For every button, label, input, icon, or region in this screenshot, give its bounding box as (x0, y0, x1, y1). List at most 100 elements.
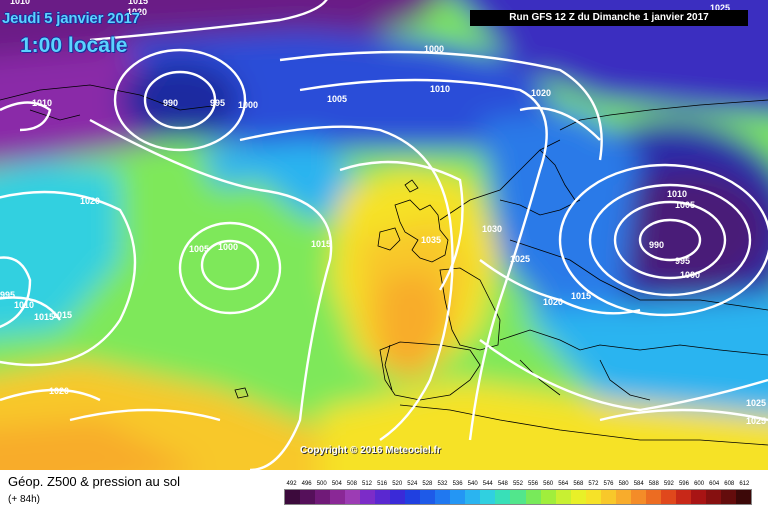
color-scale: 492 496 500 504 508 512 516 520 524 528 532 536 540 5… (284, 480, 752, 505)
scale-swatch (450, 490, 466, 504)
isobar-label: 1025 (746, 416, 766, 426)
scale-label: 544 (482, 481, 493, 487)
scale-swatch (480, 490, 496, 504)
scale-swatch (375, 490, 391, 504)
scale-swatch (720, 490, 736, 504)
scale-swatch (390, 490, 406, 504)
legend-title: Géop. Z500 & pression au sol (8, 474, 180, 489)
scale-label: 504 (331, 481, 342, 487)
scale-swatch (435, 490, 451, 504)
scale-label: 608 (724, 481, 735, 487)
scale-label: 572 (588, 481, 599, 487)
isobar-label: 1020 (49, 386, 69, 396)
forecast-date: Jeudi 5 janvier 2017 (2, 10, 140, 27)
isobar-label: 1005 (675, 200, 695, 210)
scale-swatch (465, 490, 481, 504)
isobar-label: 1010 (10, 0, 30, 6)
isobar-label: 1000 (680, 270, 700, 280)
scale-swatch (600, 490, 616, 504)
scale-label: 516 (377, 481, 388, 487)
isobar-label: 1005 (327, 94, 347, 104)
scale-swatch (315, 490, 331, 504)
isobar-label: 1010 (14, 300, 34, 310)
isobar-label: 1025 (510, 254, 530, 264)
scale-swatch (345, 490, 361, 504)
scale-swatch (420, 490, 436, 504)
isobar-label: 1020 (80, 196, 100, 206)
isobar-label: 1015 (52, 310, 72, 320)
scale-swatch (705, 490, 721, 504)
model-run-label: Run GFS 12 Z du Dimanche 1 janvier 2017 (470, 10, 748, 26)
isobar-label: 990 (163, 98, 178, 108)
isobar-label: 1010 (430, 84, 450, 94)
isobar-label: 1010 (32, 98, 52, 108)
scale-label: 536 (452, 481, 463, 487)
legend-subtitle: (+ 84h) (8, 494, 40, 505)
isobars (0, 0, 768, 470)
isobar-label: 995 (675, 256, 690, 266)
scale-swatch (735, 490, 751, 504)
isobar-label: 1015 (128, 0, 148, 6)
scale-swatch (570, 490, 586, 504)
isobar-label: 1020 (543, 297, 563, 307)
scale-swatch (555, 490, 571, 504)
scale-label: 612 (739, 481, 750, 487)
scale-label: 580 (618, 481, 629, 487)
forecast-time: 1:00 locale (20, 34, 128, 57)
isobar-label: 995 (0, 290, 15, 300)
scale-swatch (645, 490, 661, 504)
scale-swatch (285, 490, 301, 504)
isobar-label: 1035 (421, 235, 441, 245)
scale-label: 532 (437, 481, 448, 487)
scale-swatch (525, 490, 541, 504)
scale-swatch (540, 490, 556, 504)
scale-label: 600 (694, 481, 705, 487)
scale-swatch (615, 490, 631, 504)
geopotential-field (0, 0, 768, 470)
scale-label: 596 (678, 481, 689, 487)
scale-label: 524 (407, 481, 418, 487)
scale-swatch (690, 490, 706, 504)
isobar-label: 1025 (710, 3, 730, 13)
isobar-label: 995 (210, 98, 225, 108)
color-scale-labels: 492 496 500 504 508 512 516 520 524 528 532 536 540 5… (284, 480, 752, 489)
isobar-label: 1010 (667, 189, 687, 199)
scale-swatch (675, 490, 691, 504)
scale-label: 528 (422, 481, 433, 487)
color-scale-bar (284, 489, 752, 505)
isobar-label: 1005 (189, 244, 209, 254)
scale-swatch (330, 490, 346, 504)
isobar-label: 990 (649, 240, 664, 250)
scale-swatch (585, 490, 601, 504)
isobar-label: 1015 (311, 239, 331, 249)
z500-map: 1010 1020 1015 1000 990 995 1000 1005 10… (0, 0, 768, 470)
scale-label: 540 (467, 481, 478, 487)
scale-label: 604 (709, 481, 720, 487)
isobar-label: 1015 (34, 312, 54, 322)
scale-label: 508 (346, 481, 357, 487)
scale-label: 568 (573, 481, 584, 487)
scale-label: 556 (528, 481, 539, 487)
scale-label: 492 (286, 481, 297, 487)
scale-label: 564 (558, 481, 569, 487)
scale-label: 552 (512, 481, 523, 487)
scale-swatch (630, 490, 646, 504)
isobar-label: 1000 (238, 100, 258, 110)
isobar-label: 1015 (571, 291, 591, 301)
scale-swatch (660, 490, 676, 504)
scale-swatch (300, 490, 316, 504)
scale-label: 588 (648, 481, 659, 487)
isobar-label: 1025 (746, 398, 766, 408)
isobar-label: 1000 (424, 44, 444, 54)
scale-label: 592 (663, 481, 674, 487)
scale-swatch (510, 490, 526, 504)
scale-label: 500 (316, 481, 327, 487)
isobar-label: 1020 (531, 88, 551, 98)
isobar-label: 1000 (218, 242, 238, 252)
scale-label: 548 (497, 481, 508, 487)
isobar-label: 1020 (127, 7, 147, 17)
scale-swatch (405, 490, 421, 504)
copyright-notice: Copyright © 2016 Meteociel.fr (300, 445, 441, 456)
scale-swatch (495, 490, 511, 504)
